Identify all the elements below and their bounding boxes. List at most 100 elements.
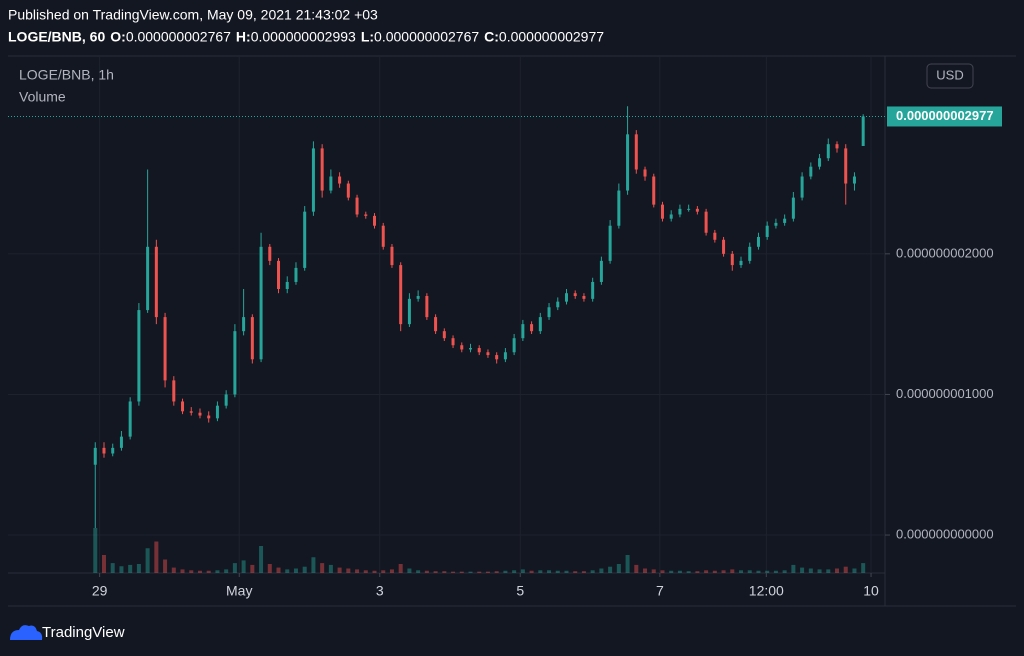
currency-label[interactable]: USD [936, 67, 963, 82]
candle-body [503, 352, 507, 360]
candle-body [556, 301, 560, 308]
candle-body [119, 436, 123, 448]
volume-bar [581, 571, 586, 573]
candle-body [608, 225, 612, 261]
candle-body [800, 176, 804, 198]
volume-bar [599, 568, 604, 573]
candle-body [547, 307, 551, 318]
candle-body [564, 293, 568, 302]
candle-body [756, 236, 760, 247]
volume-bar [643, 568, 648, 573]
candle-body [416, 296, 420, 299]
candle-body [730, 253, 734, 266]
volume-bar [355, 569, 360, 573]
candle-body [852, 176, 856, 184]
candle-body [512, 338, 516, 353]
candle-body [329, 176, 333, 191]
ohlc-label: L: [361, 29, 374, 45]
volume-bar [520, 569, 525, 573]
logo-icon [10, 625, 43, 640]
candle-body [434, 317, 438, 332]
volume-bar [756, 570, 761, 573]
candle-body [303, 211, 307, 268]
candle-body [163, 317, 167, 381]
candle-body [835, 144, 839, 149]
volume-bar [564, 570, 569, 573]
candle-body [634, 134, 638, 170]
volume-bar [232, 563, 237, 573]
candle-body [765, 225, 769, 237]
candle-body [713, 232, 717, 240]
volume-label: Volume [19, 89, 66, 105]
candle-body [268, 246, 272, 261]
volume-bar [468, 571, 473, 573]
volume-bar [573, 571, 578, 573]
volume-bar [197, 570, 202, 573]
candle-body [128, 401, 132, 437]
candle-body [617, 190, 621, 226]
candle-body [102, 447, 106, 454]
candle-body [783, 218, 787, 223]
candles [93, 106, 865, 529]
volume-bar [163, 559, 168, 573]
volume-bar [267, 564, 272, 573]
published-line: Published on TradingView.com, May 09, 20… [8, 7, 378, 23]
volume-bar [835, 568, 840, 573]
volume-bar [808, 568, 813, 573]
volume-bar [206, 570, 211, 573]
candle-body [224, 394, 228, 406]
x-tick-label: 12:00 [749, 583, 784, 599]
volume-bar [852, 568, 857, 573]
volume-bar [677, 570, 682, 573]
volume-bar [773, 570, 778, 573]
candle-body [277, 260, 281, 289]
candle-body [722, 239, 726, 254]
candle-body [189, 411, 193, 413]
candle-body [311, 148, 315, 212]
volume-bar [477, 571, 482, 573]
volume-bar [128, 564, 133, 573]
volume-bar [328, 564, 333, 573]
candle-body [844, 148, 848, 184]
candle-body [154, 246, 158, 318]
volume-bar [110, 563, 115, 573]
candle-body [538, 317, 542, 332]
candle-body [451, 338, 455, 346]
candle-body [599, 260, 603, 282]
ohlc-value: 0.000000002767 [374, 29, 479, 45]
candle-body [791, 197, 795, 219]
volume-bar [791, 564, 796, 573]
volume-bar [424, 570, 429, 573]
volume-bar [730, 569, 735, 573]
volume-bar [616, 564, 621, 573]
volume-bar [608, 566, 613, 573]
volume-pane [93, 528, 866, 573]
volume-bar [285, 569, 290, 573]
candle-body [390, 246, 394, 266]
candle-body [172, 380, 176, 402]
currency-button[interactable] [926, 63, 974, 89]
volume-bar [625, 555, 630, 573]
candle-body [486, 352, 490, 356]
volume-bar [765, 570, 770, 573]
candle-body [687, 208, 691, 210]
x-tick-label: 10 [863, 583, 879, 599]
volume-bar [407, 568, 412, 573]
volume-bar [538, 570, 543, 573]
volume-bar [512, 570, 517, 573]
volume-bar [241, 560, 246, 573]
ohlc-value: 0.000000002993 [251, 29, 356, 45]
tradingview-logo: TradingView [10, 624, 125, 641]
volume-bar [189, 570, 194, 573]
candle-body [591, 281, 595, 299]
volume-bar [686, 571, 691, 573]
volume-bar [442, 571, 447, 573]
candle-body [294, 267, 298, 282]
volume-bar [660, 570, 665, 573]
volume-bar [651, 569, 656, 573]
volume-bar [224, 569, 229, 573]
volume-bar [276, 567, 281, 573]
candle-body [626, 134, 630, 191]
volume-bar [485, 571, 490, 573]
